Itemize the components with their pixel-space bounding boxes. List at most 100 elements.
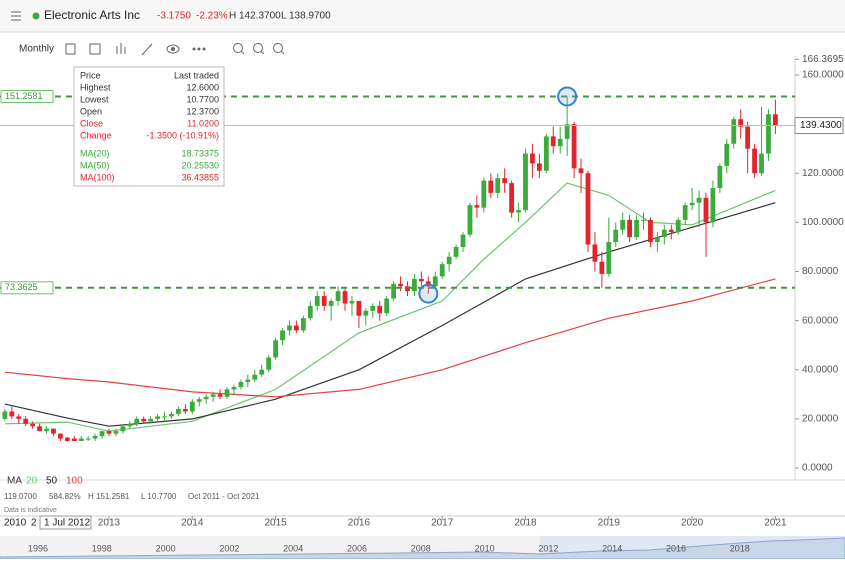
candle-body bbox=[356, 300, 362, 316]
change-pct: -2.23% bbox=[196, 11, 228, 22]
symbol-name[interactable]: Electronic Arts Inc bbox=[44, 8, 140, 22]
candle-body bbox=[203, 396, 209, 400]
candle-body bbox=[620, 219, 626, 230]
candle-body bbox=[689, 202, 695, 206]
candle-body bbox=[314, 296, 320, 306]
level-marker bbox=[557, 86, 578, 107]
candle-body bbox=[585, 173, 591, 245]
level-label-box bbox=[0, 89, 54, 103]
candle-body bbox=[294, 325, 299, 331]
candle-body bbox=[99, 431, 105, 437]
navigator-year: 2000 bbox=[156, 543, 176, 553]
legend-entry[interactable]: 50 bbox=[46, 476, 58, 487]
x-tick-label: 2013 bbox=[98, 518, 121, 529]
candle-body bbox=[391, 283, 397, 299]
tooltip-value: 11.0200 bbox=[187, 118, 219, 128]
candle-body bbox=[23, 418, 29, 424]
candle-body bbox=[627, 219, 633, 238]
navigator-year: 2012 bbox=[538, 543, 558, 553]
candle-body bbox=[92, 436, 98, 439]
candle-body bbox=[731, 119, 737, 144]
level-label-box bbox=[0, 281, 54, 295]
candle-body bbox=[578, 168, 584, 174]
candle-body bbox=[766, 114, 771, 154]
candle-body bbox=[488, 180, 494, 193]
tooltip-ma-value: 18.73375 bbox=[181, 148, 219, 158]
candle-body bbox=[155, 416, 160, 419]
navigator-area bbox=[0, 537, 845, 560]
candle-body bbox=[724, 143, 730, 166]
day-low: L 138.9700 bbox=[281, 11, 331, 22]
navigator-year: 2002 bbox=[219, 543, 239, 553]
candle-body bbox=[370, 305, 376, 311]
candle-body bbox=[557, 138, 563, 147]
candle-body bbox=[335, 291, 341, 301]
tooltip-box bbox=[73, 66, 225, 187]
candle-body bbox=[460, 234, 466, 247]
candle-body bbox=[307, 305, 313, 319]
tooltip-key: Close bbox=[80, 118, 103, 128]
stat: Oct 2011 - Oct 2021 bbox=[188, 492, 260, 501]
level-marker bbox=[418, 283, 439, 304]
interval-button[interactable]: Monthly bbox=[19, 44, 54, 55]
candle-body bbox=[78, 438, 84, 441]
candle-body bbox=[238, 382, 244, 387]
candle-body bbox=[717, 165, 723, 188]
candle-body bbox=[182, 409, 188, 412]
menu-icon[interactable] bbox=[11, 11, 21, 21]
tooltip-key: Open bbox=[80, 106, 102, 116]
x-tick-label: 2016 bbox=[348, 518, 371, 529]
candle-body bbox=[176, 409, 181, 414]
y-tick-label: 0.0000 bbox=[802, 463, 833, 474]
ma-legend-title: MA bbox=[7, 476, 22, 487]
legend-entry[interactable]: 20 bbox=[26, 476, 38, 487]
candle-body bbox=[439, 264, 445, 277]
candle-body bbox=[592, 244, 598, 262]
navigator-year: 2016 bbox=[666, 543, 686, 553]
y-tick-label: 40.0000 bbox=[802, 364, 839, 375]
candle-body bbox=[613, 229, 619, 243]
stat: L 10.7700 bbox=[141, 492, 177, 501]
x-tick-label: 2020 bbox=[681, 518, 704, 529]
candle-body bbox=[280, 330, 285, 341]
candle-body bbox=[536, 163, 542, 171]
candle-body bbox=[245, 379, 251, 383]
candle-body bbox=[641, 219, 646, 221]
candle-body bbox=[287, 325, 292, 331]
candle-body bbox=[682, 205, 688, 220]
candle-body bbox=[530, 153, 535, 164]
navigator-year: 2004 bbox=[283, 543, 303, 553]
x-tick-label: 2019 bbox=[598, 518, 621, 529]
candle-body bbox=[266, 357, 272, 370]
candle-body bbox=[509, 183, 515, 213]
candle-body bbox=[2, 411, 8, 419]
candle-body bbox=[446, 256, 452, 265]
candle-body bbox=[418, 278, 424, 282]
candle-body bbox=[9, 411, 15, 417]
candle-body bbox=[648, 219, 653, 243]
candle-body bbox=[759, 153, 764, 174]
last-price-label: 139.4300 bbox=[800, 120, 842, 131]
plot: 0.0000 20.0000 40.0000 60.0000 80.0000 100.00… bbox=[0, 54, 844, 529]
candle-body bbox=[668, 229, 674, 233]
candle-body bbox=[273, 340, 278, 358]
status-dot bbox=[32, 12, 40, 20]
x-tick-label: 2014 bbox=[181, 518, 204, 529]
candle-body bbox=[85, 438, 91, 440]
candle-body bbox=[384, 298, 390, 314]
candle-body bbox=[106, 431, 112, 434]
candle-body bbox=[696, 197, 702, 203]
candle-body bbox=[523, 153, 528, 211]
candle-body bbox=[349, 300, 355, 304]
candle-body bbox=[231, 386, 237, 390]
tooltip-value: 10.7700 bbox=[186, 94, 219, 104]
legend-entry[interactable]: 100 bbox=[66, 476, 83, 487]
toolbar-icons[interactable] bbox=[65, 43, 285, 56]
candle-body bbox=[217, 394, 223, 397]
candle-body bbox=[148, 418, 154, 422]
ma-line bbox=[4, 202, 776, 427]
candle-body bbox=[634, 219, 639, 238]
tooltip-value: Last traded bbox=[174, 70, 219, 80]
navigator-year: 2018 bbox=[730, 543, 750, 553]
